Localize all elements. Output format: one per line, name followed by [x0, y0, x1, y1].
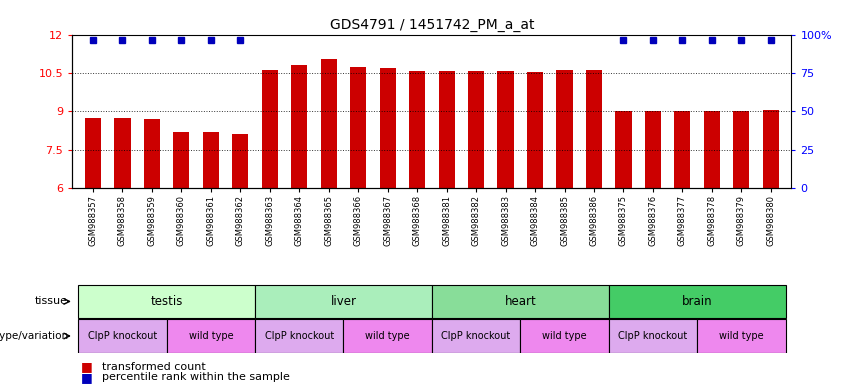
Bar [78, 319, 167, 353]
Text: wild type: wild type [542, 331, 587, 341]
Text: heart: heart [505, 295, 536, 308]
Bar [615, 111, 631, 188]
Bar [608, 319, 697, 353]
Bar [255, 319, 344, 353]
Text: liver: liver [330, 295, 357, 308]
Text: ClpP knockout: ClpP knockout [265, 331, 334, 341]
Bar [380, 68, 396, 188]
Bar [321, 59, 337, 188]
Bar [344, 319, 431, 353]
Text: tissue: tissue [35, 296, 68, 306]
Bar [527, 73, 543, 188]
Bar [432, 285, 608, 318]
Bar [255, 285, 432, 318]
Bar [697, 319, 785, 353]
Bar [262, 70, 278, 188]
Bar [350, 66, 366, 188]
Bar [585, 70, 602, 188]
Text: testis: testis [151, 295, 183, 308]
Title: GDS4791 / 1451742_PM_a_at: GDS4791 / 1451742_PM_a_at [329, 18, 534, 32]
Bar [468, 71, 484, 188]
Text: transformed count: transformed count [102, 361, 206, 372]
Text: percentile rank within the sample: percentile rank within the sample [102, 372, 290, 382]
Bar [409, 71, 426, 188]
Bar [144, 119, 160, 188]
Bar [498, 71, 514, 188]
Bar [645, 111, 661, 188]
Bar [674, 111, 690, 188]
Bar [203, 132, 219, 188]
Bar [438, 71, 454, 188]
Bar [704, 111, 720, 188]
Bar [762, 110, 779, 188]
Text: ClpP knockout: ClpP knockout [442, 331, 511, 341]
Bar [520, 319, 608, 353]
Text: ClpP knockout: ClpP knockout [619, 331, 688, 341]
Bar [608, 285, 785, 318]
Bar [174, 132, 190, 188]
Bar [291, 65, 307, 188]
Text: ClpP knockout: ClpP knockout [88, 331, 157, 341]
Text: brain: brain [682, 295, 712, 308]
Text: wild type: wild type [189, 331, 233, 341]
Bar [85, 118, 101, 188]
Bar [167, 319, 255, 353]
Bar [432, 319, 520, 353]
Text: genotype/variation: genotype/variation [0, 331, 68, 341]
Text: wild type: wild type [365, 331, 410, 341]
Bar [557, 70, 573, 188]
Bar [114, 118, 130, 188]
Text: ■: ■ [81, 360, 97, 373]
Bar [78, 285, 255, 318]
Bar [734, 111, 750, 188]
Text: wild type: wild type [719, 331, 763, 341]
Text: ■: ■ [81, 371, 97, 384]
Bar [232, 134, 248, 188]
